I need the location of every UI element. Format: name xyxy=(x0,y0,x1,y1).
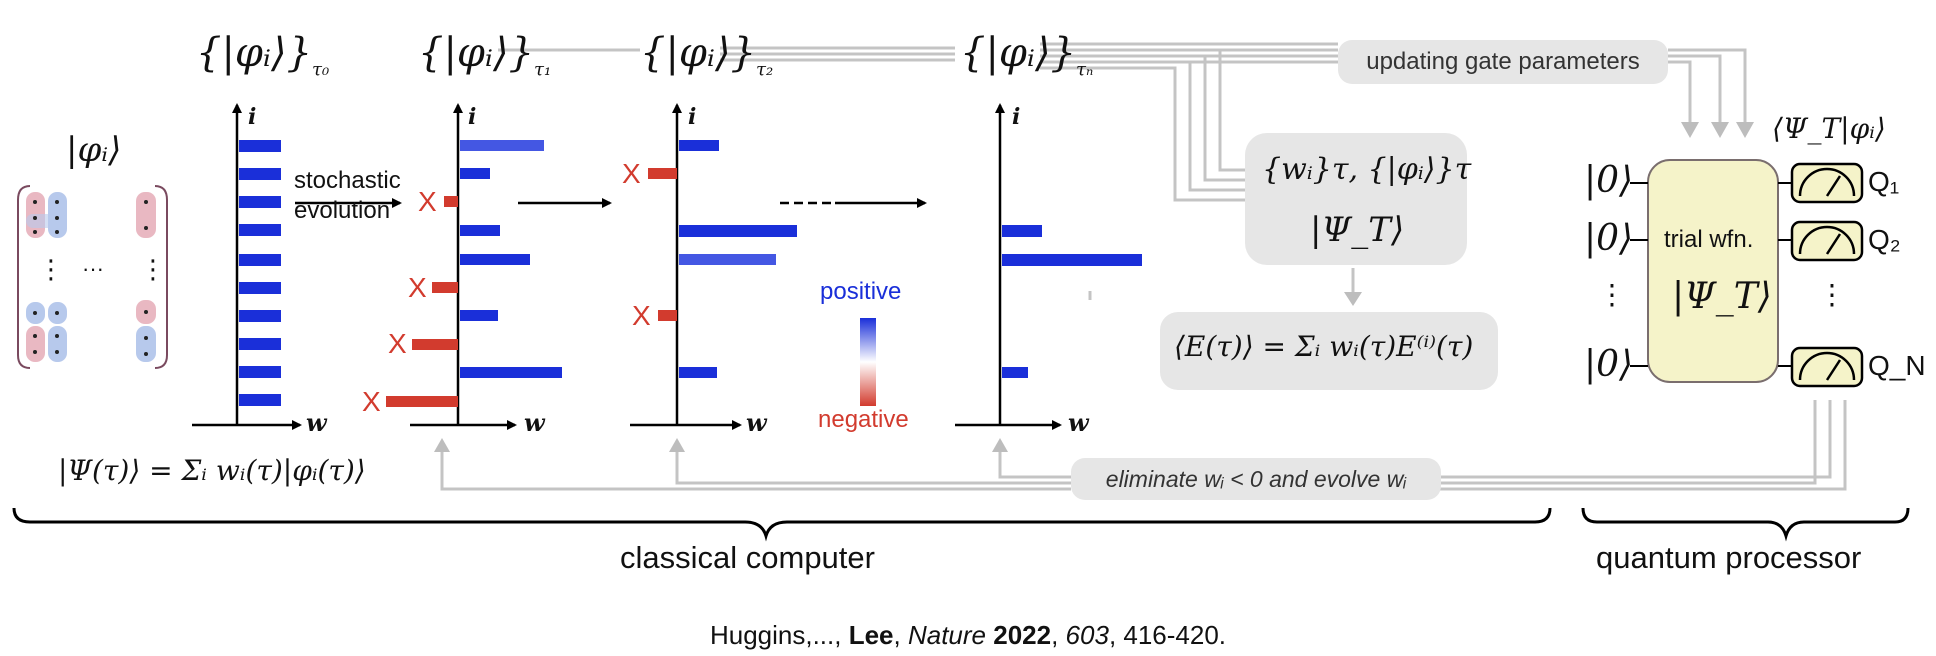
meter-icon xyxy=(1790,162,1864,204)
axis-x-label-col3: w xyxy=(1068,408,1089,437)
eliminated-x-icon: X xyxy=(632,300,651,331)
updating-label-bg xyxy=(1338,40,1668,84)
bars-col1 xyxy=(386,140,562,407)
overlap-label: ⟨Ψ_T|φᵢ⟩ xyxy=(1772,112,1886,145)
axis-x-label-col0: w xyxy=(306,408,327,437)
legend-positive: positive xyxy=(820,278,902,305)
citation-volume: 603 xyxy=(1065,620,1109,650)
energy-equation: ⟨E(τ)⟩ = Σᵢ wᵢ(τ)E⁽ⁱ⁾(τ) xyxy=(1174,330,1474,363)
bars-col2 xyxy=(648,140,797,378)
ket-zero: |0⟩ xyxy=(1584,344,1634,385)
citation-lee: Lee xyxy=(848,620,894,650)
ket-zero: |0⟩ xyxy=(1584,160,1634,201)
eliminate-label-bg xyxy=(1071,458,1441,500)
eliminated-x-icon: X xyxy=(388,328,407,359)
axis-y-label-col1: i xyxy=(468,104,477,130)
trial-wfn-title: trial wfn. xyxy=(1664,226,1754,253)
brace-quantum xyxy=(1581,507,1910,542)
set-label-col0: {|φᵢ⟩}τ₀ xyxy=(196,30,330,80)
axis-y-label-col0: i xyxy=(248,104,257,130)
legend-negative: negative xyxy=(818,406,909,433)
ket-ellipsis: ⋮ xyxy=(1598,279,1626,310)
matrix-ellipsis-h: ··· xyxy=(82,256,104,281)
qubit-label: Q₂ xyxy=(1868,224,1901,255)
legend-gradient xyxy=(860,318,876,406)
state-label: |φᵢ⟩ xyxy=(66,130,122,170)
center-box-bg xyxy=(1245,133,1467,265)
citation-journal: Nature xyxy=(907,620,987,650)
citation-authors: Huggins,..., xyxy=(709,620,849,650)
qubit-label: Q₁ xyxy=(1868,166,1900,197)
bars-col0 xyxy=(239,140,281,406)
ket-zero: |0⟩ xyxy=(1584,218,1634,259)
brace-classical xyxy=(12,507,1552,542)
meter-icon xyxy=(1790,220,1864,262)
matrix-ellipsis-v: ⋮ xyxy=(140,254,166,284)
meter-icon xyxy=(1790,346,1864,388)
axis-y-label-col2: i xyxy=(688,104,697,130)
eliminated-x-icon: X xyxy=(622,158,641,189)
center-box-psi: |Ψ_T⟩ xyxy=(1310,210,1405,250)
stochastic-evolution-label: stochastic evolution xyxy=(294,167,401,224)
eliminated-x-icon: X xyxy=(362,386,381,417)
gray-top-lines xyxy=(498,42,1747,202)
qmc-diagram xyxy=(12,40,1910,542)
set-label-col3: {|φᵢ⟩}τₙ xyxy=(960,30,1094,80)
state-matrix xyxy=(17,185,168,369)
trial-wfn-box xyxy=(1647,159,1779,383)
energy-eq-bg xyxy=(1160,312,1498,390)
classical-computer-label: classical computer xyxy=(620,540,875,575)
eliminated-x-icon: X xyxy=(408,272,427,303)
gray-down-arrows xyxy=(1681,122,1754,138)
gray-up-arrows xyxy=(434,292,1362,452)
eliminate-label: eliminate wᵢ < 0 and evolve wᵢ xyxy=(1105,465,1407,492)
updating-gate-parameters-label: updating gate parameters xyxy=(1366,48,1640,75)
axis-x-label-col1: w xyxy=(524,408,545,437)
matrix-ellipsis-v: ⋮ xyxy=(38,254,64,284)
quantum-processor-label: quantum processor xyxy=(1596,540,1862,575)
citation-year: 2022 xyxy=(993,620,1052,650)
trial-wfn-state: |Ψ_T⟩ xyxy=(1672,276,1772,317)
set-label-col2: {|φᵢ⟩}τ₂ xyxy=(640,30,774,80)
citation: Huggins,..., Lee, Nature 2022, 603, 416-… xyxy=(709,620,1227,650)
center-box-sets: {wᵢ}τ, {|φᵢ⟩}τ xyxy=(1262,152,1472,187)
bars-col3 xyxy=(1002,225,1142,378)
axis-x-label-col2: w xyxy=(746,408,767,437)
citation-pages: , 416-420. xyxy=(1108,620,1227,650)
axis-y-label-col3: i xyxy=(1012,104,1021,130)
gray-bottom-lines xyxy=(440,278,1847,491)
wavefunction-equation: |Ψ(τ)⟩ = Σᵢ wᵢ(τ)|φᵢ(τ)⟩ xyxy=(58,454,366,487)
set-label-col1: {|φᵢ⟩}τ₁ xyxy=(418,30,552,80)
meter-ellipsis: ⋮ xyxy=(1818,279,1846,310)
eliminated-x-icon: X xyxy=(418,186,437,217)
qubit-label: Q_N xyxy=(1868,350,1926,381)
